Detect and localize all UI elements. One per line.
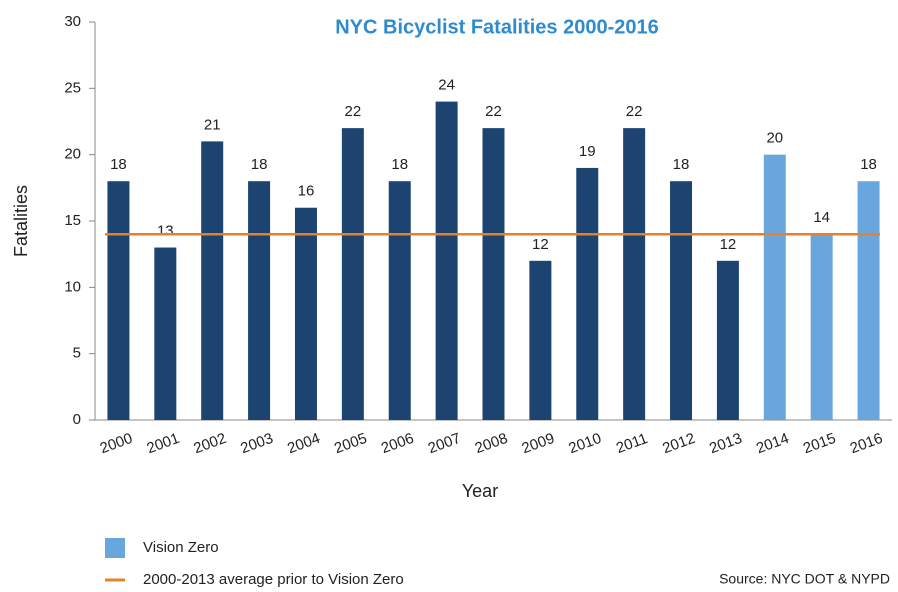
bar — [482, 128, 505, 420]
bar — [107, 181, 130, 420]
y-tick-label: 25 — [64, 79, 81, 96]
x-tick-label: 2000 — [98, 430, 135, 457]
data-label: 24 — [438, 77, 455, 94]
data-label: 13 — [157, 223, 174, 240]
data-label: 19 — [579, 143, 596, 160]
bar — [716, 260, 739, 420]
x-tick-label: 2009 — [520, 430, 557, 457]
x-axis-label: Year — [462, 481, 498, 501]
x-tick-label: 2015 — [801, 430, 838, 457]
bar — [670, 181, 693, 420]
legend-swatch — [105, 538, 125, 558]
source: Source: NYC DOT & NYPD — [719, 571, 890, 587]
data-label: 18 — [391, 156, 408, 173]
bar — [201, 141, 224, 420]
x-tick-label: 2012 — [660, 430, 697, 457]
data-label: 18 — [251, 156, 268, 173]
y-tick-label: 0 — [73, 411, 81, 428]
y-axis-label: Fatalities — [11, 185, 31, 257]
x-tick-label: 2010 — [566, 430, 603, 457]
x-tick-label: 2002 — [191, 430, 228, 457]
data-label: 20 — [766, 130, 783, 147]
x-tick-label: 2016 — [848, 430, 885, 457]
chart-title: NYC Bicyclist Fatalities 2000-2016 — [335, 16, 659, 38]
data-label: 22 — [345, 103, 362, 120]
x-tick-label: 2001 — [145, 430, 182, 457]
x-tick-label: 2004 — [285, 430, 322, 457]
data-label: 18 — [673, 156, 690, 173]
y-tick-label: 10 — [64, 278, 81, 295]
x-tick-label: 2005 — [332, 430, 369, 457]
bar — [154, 247, 177, 420]
bar — [341, 128, 364, 420]
bar — [623, 128, 646, 420]
bar — [435, 101, 458, 420]
y-tick-label: 30 — [64, 13, 81, 30]
data-label: 16 — [298, 183, 315, 200]
legend-label: Vision Zero — [143, 539, 219, 556]
bar — [810, 234, 833, 420]
data-label: 22 — [626, 103, 643, 120]
bar — [248, 181, 271, 420]
x-tick-label: 2003 — [238, 430, 275, 457]
legend-label: 2000-2013 average prior to Vision Zero — [143, 571, 404, 588]
bar — [529, 260, 552, 420]
data-label: 12 — [532, 236, 549, 253]
x-tick-label: 2008 — [473, 430, 510, 457]
bar — [763, 154, 786, 420]
bar — [576, 167, 599, 420]
x-tick-label: 2014 — [754, 430, 791, 457]
data-label: 12 — [720, 236, 737, 253]
bar — [857, 181, 880, 420]
bar — [388, 181, 411, 420]
x-tick-label: 2007 — [426, 430, 463, 457]
data-label: 18 — [860, 156, 877, 173]
y-tick-label: 20 — [64, 146, 81, 163]
data-label: 18 — [110, 156, 127, 173]
x-tick-label: 2006 — [379, 430, 416, 457]
x-tick-label: 2013 — [707, 430, 744, 457]
x-tick-label: 2011 — [614, 430, 650, 457]
y-tick-label: 15 — [64, 212, 81, 229]
y-tick-label: 5 — [73, 345, 81, 362]
data-label: 14 — [813, 209, 830, 226]
data-label: 22 — [485, 103, 502, 120]
bar — [294, 207, 317, 420]
data-label: 21 — [204, 116, 221, 133]
